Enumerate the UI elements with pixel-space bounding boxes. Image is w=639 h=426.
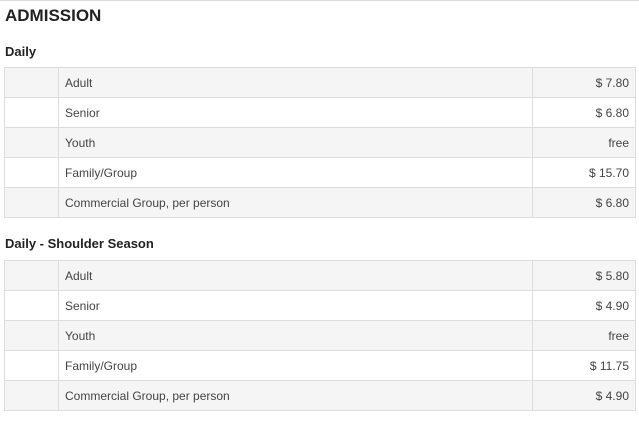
section-heading-shoulder-season: Daily - Shoulder Season xyxy=(5,236,154,251)
table-row: Adult $ 5.80 xyxy=(4,260,636,291)
ticket-price: $ 4.90 xyxy=(532,290,636,321)
empty-cell xyxy=(4,350,59,381)
table-row: Senior $ 6.80 xyxy=(4,97,636,128)
ticket-price: $ 11.75 xyxy=(532,350,636,381)
ticket-price: $ 6.80 xyxy=(532,187,636,218)
ticket-type: Youth xyxy=(58,320,533,351)
daily-price-table: Adult $ 7.80 Senior $ 6.80 Youth free Family/G… xyxy=(4,67,636,218)
ticket-type: Family/Group xyxy=(58,350,533,381)
table-row: Family/Group $ 15.70 xyxy=(4,157,636,188)
empty-cell xyxy=(4,290,59,321)
ticket-type: Commercial Group, per person xyxy=(58,187,533,218)
table-row: Youth free xyxy=(4,127,636,158)
ticket-type: Family/Group xyxy=(58,157,533,188)
empty-cell xyxy=(4,260,59,291)
ticket-type: Commercial Group, per person xyxy=(58,380,533,411)
table-row: Youth free xyxy=(4,320,636,351)
ticket-type: Senior xyxy=(58,290,533,321)
ticket-type: Adult xyxy=(58,260,533,291)
empty-cell xyxy=(4,380,59,411)
table-row: Commercial Group, per person $ 6.80 xyxy=(4,187,636,218)
ticket-price: free xyxy=(532,320,636,351)
ticket-price: $ 7.80 xyxy=(532,67,636,98)
table-row: Family/Group $ 11.75 xyxy=(4,350,636,381)
empty-cell xyxy=(4,67,59,98)
ticket-type: Adult xyxy=(58,67,533,98)
empty-cell xyxy=(4,127,59,158)
ticket-price: $ 5.80 xyxy=(532,260,636,291)
ticket-type: Senior xyxy=(58,97,533,128)
empty-cell xyxy=(4,187,59,218)
empty-cell xyxy=(4,320,59,351)
table-row: Senior $ 4.90 xyxy=(4,290,636,321)
shoulder-season-price-table: Adult $ 5.80 Senior $ 4.90 Youth free Family/G… xyxy=(4,260,636,411)
section-heading-daily: Daily xyxy=(5,44,37,59)
ticket-type: Youth xyxy=(58,127,533,158)
ticket-price: $ 6.80 xyxy=(532,97,636,128)
ticket-price: free xyxy=(532,127,636,158)
ticket-price: $ 15.70 xyxy=(532,157,636,188)
page-title: ADMISSION xyxy=(5,6,102,25)
empty-cell xyxy=(4,97,59,128)
empty-cell xyxy=(4,157,59,188)
table-row: Adult $ 7.80 xyxy=(4,67,636,98)
ticket-price: $ 4.90 xyxy=(532,380,636,411)
table-row: Commercial Group, per person $ 4.90 xyxy=(4,380,636,411)
